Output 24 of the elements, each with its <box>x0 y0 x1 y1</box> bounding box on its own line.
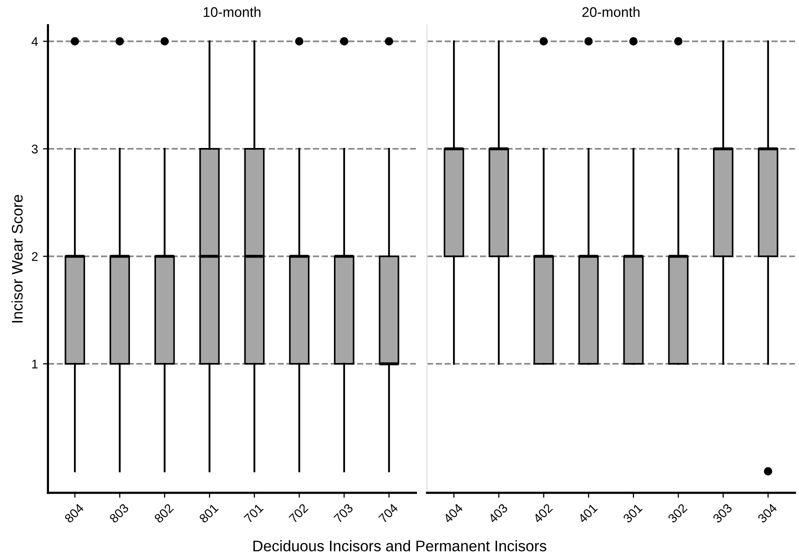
x-tick-label: 701 <box>244 503 264 524</box>
y-tick-label: 4 <box>32 37 38 46</box>
y-tick-label: 1 <box>32 360 38 368</box>
x-tick-label: 702 <box>288 503 309 524</box>
x-tick-label: 401 <box>578 503 598 524</box>
chart-title: 20-month <box>582 6 640 18</box>
y-tick-label: 2 <box>32 252 38 261</box>
x-tick-label: 704 <box>378 503 399 524</box>
x-tick-label: 802 <box>154 503 174 524</box>
y-tick-label: 3 <box>32 144 38 154</box>
x-tick-label: 301 <box>622 503 643 524</box>
x-tick-label: 703 <box>333 503 354 524</box>
x-axis-title: Deciduous Incisors and Permanent Incisors <box>253 540 546 552</box>
chart-title: 10-month <box>204 6 260 18</box>
x-tick-label: 403 <box>488 503 508 524</box>
x-tick-label: 803 <box>108 503 130 524</box>
x-tick-label: 404 <box>442 503 464 524</box>
x-tick-label: 402 <box>532 503 553 524</box>
y-axis-title: Incisor Wear Score <box>11 194 23 322</box>
x-tick-label: 302 <box>667 503 688 524</box>
x-tick-label: 303 <box>712 503 733 524</box>
x-tick-label: 804 <box>64 503 84 524</box>
x-tick-label: 304 <box>757 503 778 524</box>
x-tick-label: 801 <box>198 503 219 524</box>
